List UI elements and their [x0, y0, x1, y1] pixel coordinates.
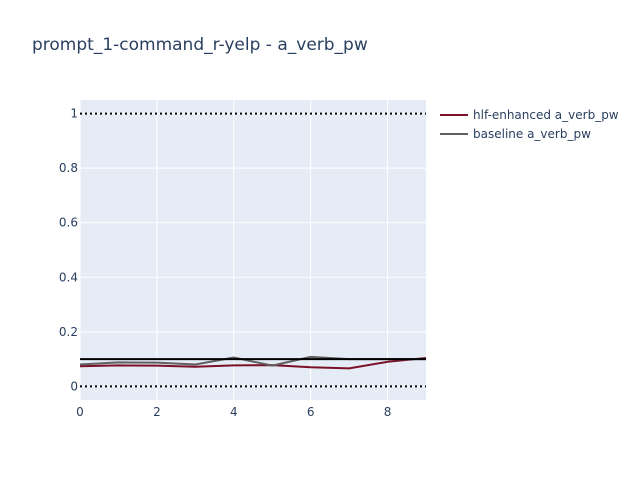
x-tick-label: 2	[153, 405, 161, 419]
x-tick-label: 6	[307, 405, 315, 419]
legend[interactable]: hlf-enhanced a_verb_pw baseline a_verb_pw	[440, 108, 619, 141]
legend-label-0[interactable]: hlf-enhanced a_verb_pw	[473, 108, 619, 122]
axis-ticks: 0 2 4 6 8 0 0.2 0.4 0.6 0.8 1	[59, 107, 391, 419]
y-tick-label: 0	[70, 379, 78, 393]
y-tick-label: 0.8	[59, 161, 78, 175]
x-tick-label: 8	[384, 405, 392, 419]
y-tick-label: 1	[70, 107, 78, 121]
y-tick-label: 0.6	[59, 216, 78, 230]
grid	[79, 100, 426, 400]
x-tick-label: 0	[76, 405, 84, 419]
series-line-0	[79, 357, 427, 370]
legend-label-1[interactable]: baseline a_verb_pw	[473, 127, 591, 141]
y-tick-label: 0.2	[59, 325, 78, 339]
y-tick-label: 0.4	[59, 270, 78, 284]
x-tick-label: 4	[230, 405, 238, 419]
chart-title: prompt_1-command_r-yelp - a_verb_pw	[32, 35, 368, 55]
reference-lines	[80, 112, 426, 388]
plot-area	[80, 100, 426, 400]
